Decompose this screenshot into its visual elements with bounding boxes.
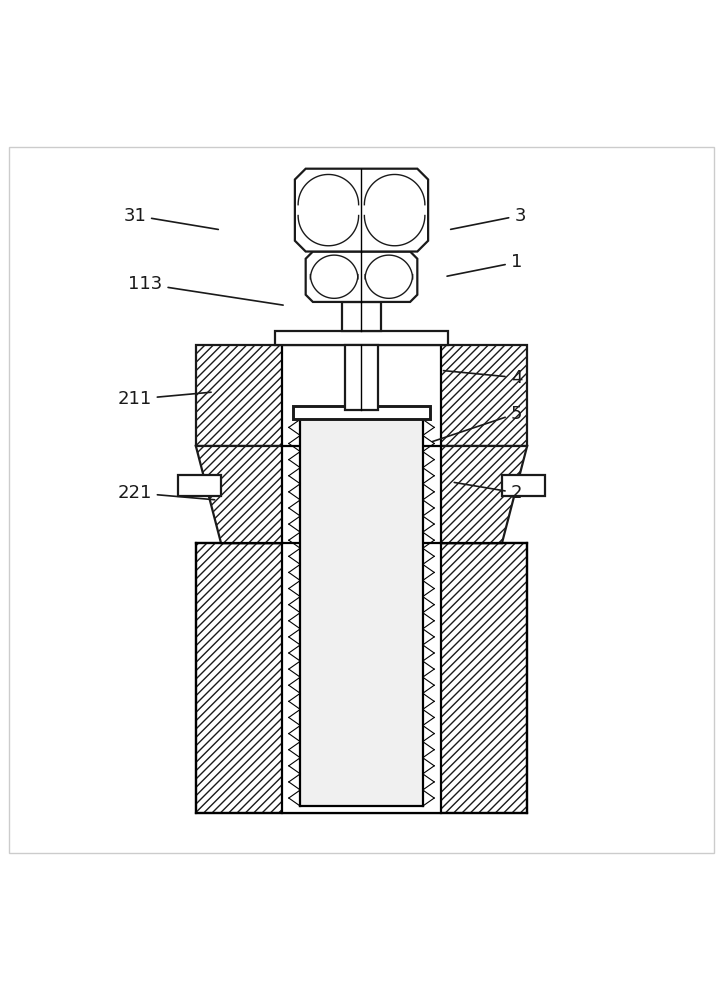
Polygon shape	[282, 345, 441, 446]
Polygon shape	[282, 543, 441, 813]
Polygon shape	[293, 406, 430, 419]
Polygon shape	[275, 331, 448, 345]
Text: 113: 113	[128, 275, 283, 305]
Polygon shape	[196, 543, 527, 813]
Text: 5: 5	[432, 405, 522, 442]
Text: 211: 211	[118, 390, 211, 408]
Polygon shape	[502, 475, 545, 496]
Polygon shape	[282, 446, 441, 543]
Polygon shape	[342, 302, 381, 331]
Text: 2: 2	[454, 482, 522, 502]
Text: 3: 3	[450, 207, 526, 229]
Polygon shape	[196, 345, 527, 446]
Polygon shape	[196, 446, 527, 543]
Text: 1: 1	[447, 253, 522, 276]
Polygon shape	[300, 419, 423, 806]
Text: 31: 31	[123, 207, 218, 229]
Polygon shape	[346, 345, 377, 410]
Polygon shape	[295, 169, 428, 252]
Polygon shape	[178, 475, 221, 496]
Text: 221: 221	[117, 484, 215, 502]
Text: 4: 4	[443, 369, 522, 387]
Polygon shape	[306, 252, 417, 302]
